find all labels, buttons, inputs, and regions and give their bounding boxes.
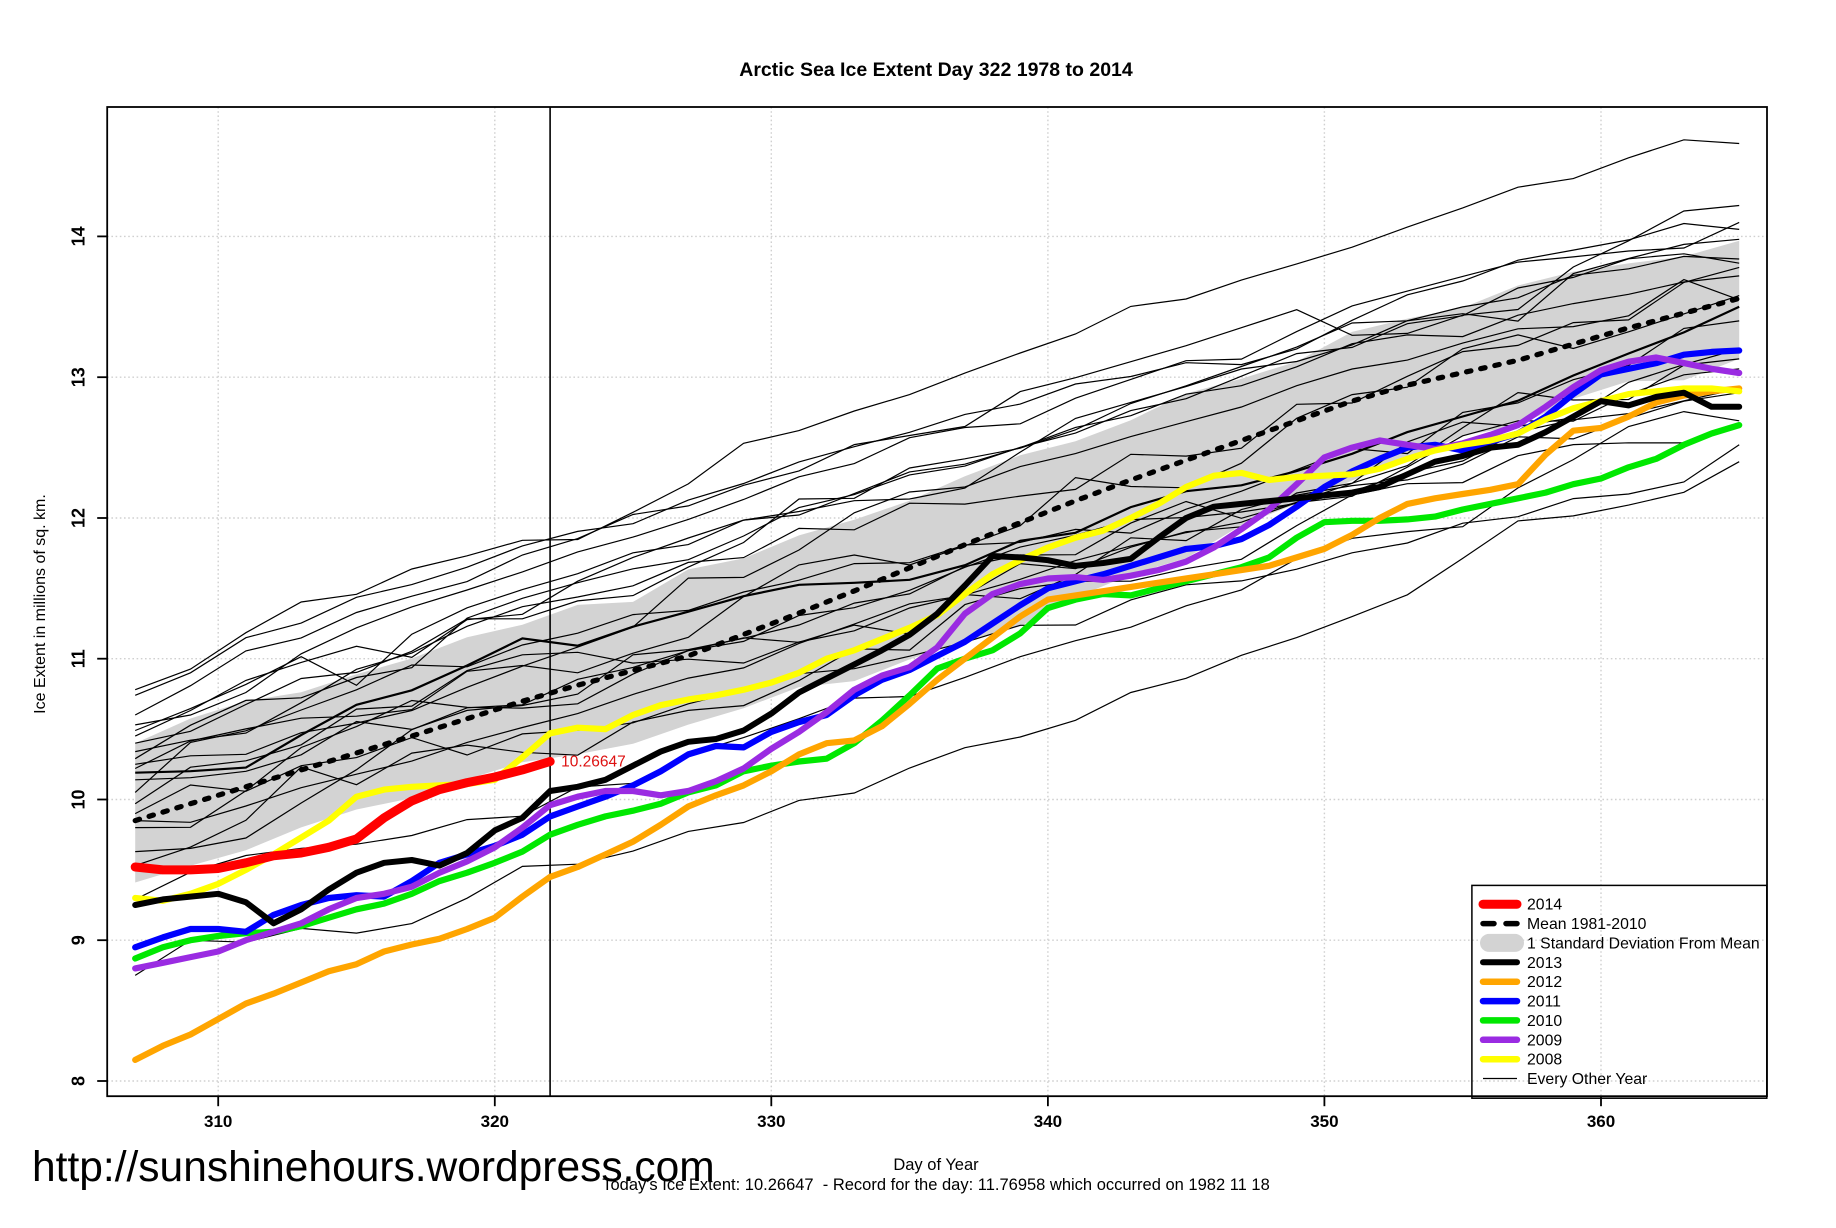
svg-text:14: 14 <box>69 226 89 246</box>
svg-text:2010: 2010 <box>1527 1013 1562 1030</box>
svg-text:2014: 2014 <box>1527 897 1562 914</box>
svg-text:12: 12 <box>69 508 89 528</box>
svg-text:8: 8 <box>69 1076 89 1086</box>
svg-text:340: 340 <box>1034 1112 1062 1131</box>
svg-text:Day of Year: Day of Year <box>893 1156 979 1174</box>
svg-text:360: 360 <box>1587 1112 1615 1131</box>
svg-text:http://sunshinehours.wordpress: http://sunshinehours.wordpress.com <box>32 1144 715 1191</box>
svg-text:2013: 2013 <box>1527 955 1562 972</box>
svg-text:2011: 2011 <box>1527 994 1561 1011</box>
svg-text:Ice Extent in millions of sq.: Ice Extent in millions of sq. km. <box>32 494 49 714</box>
svg-text:2009: 2009 <box>1527 1032 1562 1049</box>
svg-text:350: 350 <box>1310 1112 1338 1131</box>
svg-text:320: 320 <box>481 1112 509 1131</box>
svg-text:Today's Ice Extent: 10.26647: Today's Ice Extent: 10.26647 - Record fo… <box>602 1176 1270 1194</box>
svg-text:310: 310 <box>204 1112 232 1131</box>
svg-text:11: 11 <box>69 649 89 668</box>
svg-text:10: 10 <box>69 789 89 809</box>
svg-text:1 Standard Deviation From Mean: 1 Standard Deviation From Mean <box>1527 935 1760 952</box>
svg-text:2012: 2012 <box>1527 974 1562 991</box>
svg-text:Mean 1981-2010: Mean 1981-2010 <box>1527 916 1647 933</box>
svg-text:330: 330 <box>757 1112 785 1131</box>
svg-text:2008: 2008 <box>1527 1052 1562 1069</box>
svg-text:10.26647: 10.26647 <box>561 754 626 771</box>
svg-text:9: 9 <box>69 935 89 945</box>
svg-text:Arctic Sea Ice Extent Day 322: Arctic Sea Ice Extent Day 322 1978 to 20… <box>739 59 1133 81</box>
svg-text:Every Other Year: Every Other Year <box>1527 1071 1647 1088</box>
svg-text:13: 13 <box>69 367 89 387</box>
